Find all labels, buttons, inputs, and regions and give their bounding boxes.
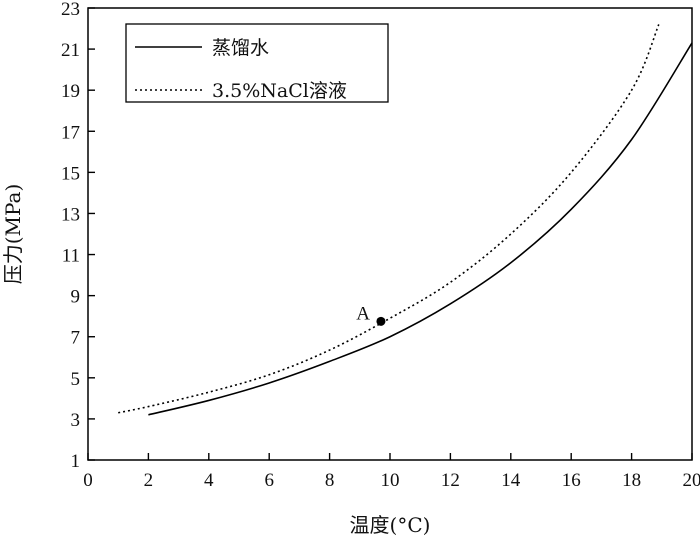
y-axis-title: 压力(MPa) <box>1 184 25 285</box>
y-tick-label: 19 <box>61 81 80 102</box>
y-tick-label: 7 <box>71 328 81 349</box>
annotation-label: A <box>356 303 370 324</box>
legend-label-2: 3.5%NaCl溶液 <box>212 80 347 102</box>
x-axis-title: 温度(°C) <box>350 513 431 537</box>
x-tick-label: 10 <box>381 470 400 491</box>
x-tick-label: 2 <box>144 470 154 491</box>
x-tick-label: 18 <box>622 470 641 491</box>
x-tick-label: 20 <box>683 470 700 491</box>
y-tick-label: 13 <box>61 204 80 225</box>
y-tick-label: 11 <box>62 246 80 267</box>
legend-label-1: 蒸馏水 <box>212 37 269 59</box>
x-tick-label: 14 <box>501 470 521 491</box>
y-tick-label: 21 <box>61 40 80 61</box>
y-tick-label: 15 <box>61 163 80 184</box>
x-tick-label: 16 <box>562 470 581 491</box>
series-line-1 <box>148 42 693 416</box>
x-tick-label: 8 <box>325 470 335 491</box>
y-tick-label: 17 <box>61 122 80 143</box>
x-tick-label: 12 <box>441 470 460 491</box>
y-tick-label: 23 <box>61 0 80 20</box>
annotation-point <box>376 316 386 326</box>
legend-box <box>125 23 389 103</box>
x-tick-label: 4 <box>204 470 214 491</box>
y-tick-label: 3 <box>71 410 81 431</box>
x-tick-label: 6 <box>264 470 274 491</box>
y-tick-label: 1 <box>71 451 81 472</box>
y-tick-label: 5 <box>71 369 81 390</box>
x-tick-label: 0 <box>83 470 93 491</box>
y-tick-label: 9 <box>71 287 81 308</box>
